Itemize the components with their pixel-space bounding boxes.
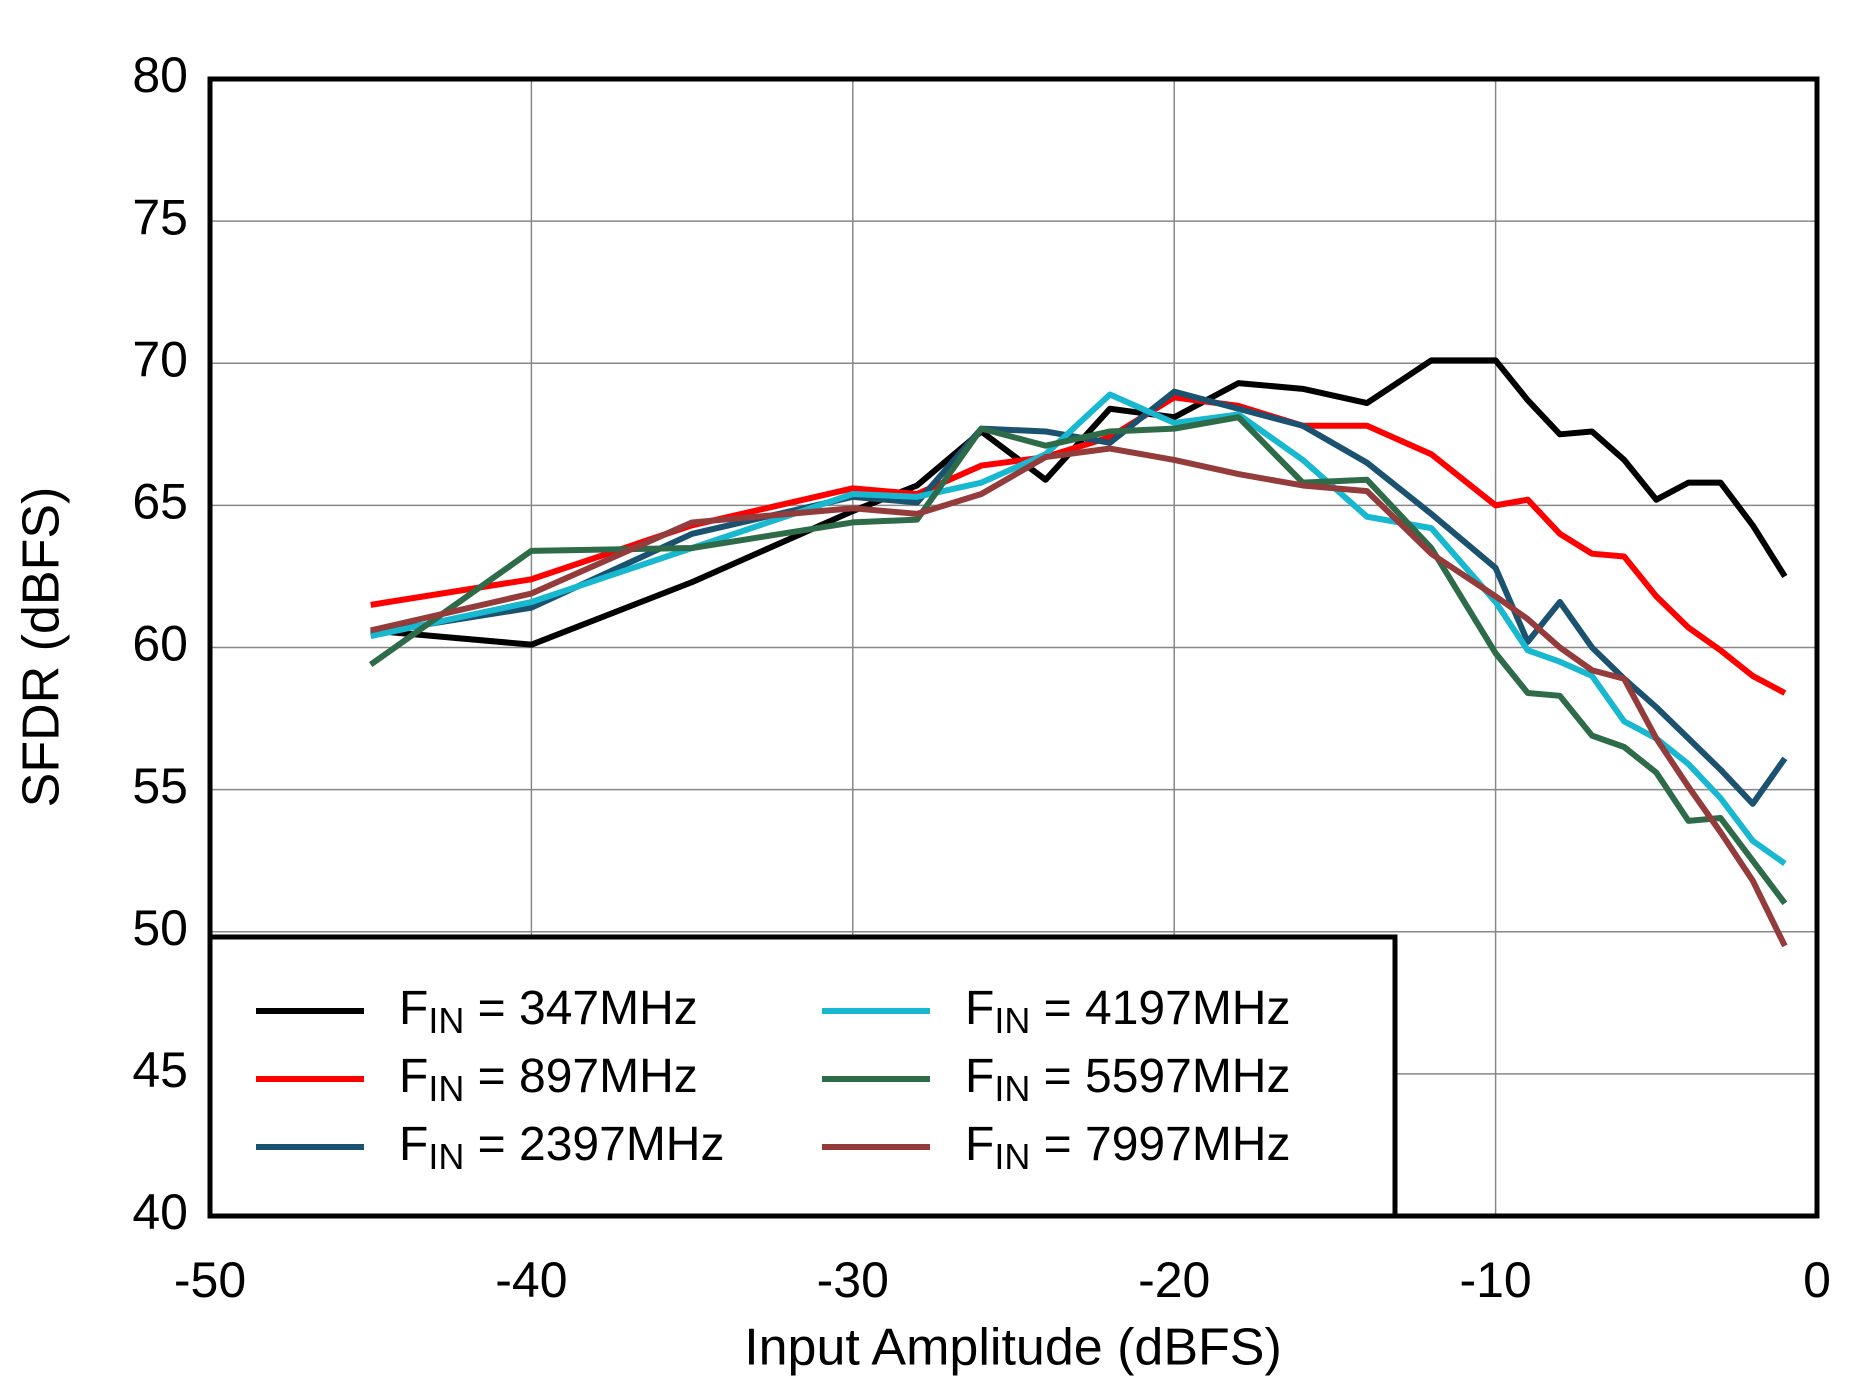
x-tick-label: -20 [1138,1252,1210,1308]
x-axis-title: Input Amplitude (dBFS) [744,1319,1282,1377]
legend-box [207,934,1398,1219]
y-tick-label: 80 [132,47,188,103]
y-tick-label: 60 [132,616,188,672]
x-tick-label: -10 [1459,1252,1531,1308]
legend-label: FIN = 7997MHz [965,1118,1290,1177]
x-tick-label: -50 [174,1252,246,1308]
legend-label: FIN = 897MHz [399,1050,698,1109]
x-tick-label: 0 [1803,1252,1831,1308]
y-tick-label: 55 [132,758,188,814]
y-tick-label: 70 [132,331,188,387]
series-line [370,445,1788,948]
y-tick-label: 40 [132,1184,188,1240]
x-tick-label: -30 [817,1252,889,1308]
legend-label: FIN = 2397MHz [399,1118,724,1177]
y-tick-label: 45 [132,1042,188,1098]
legend-label: FIN = 4197MHz [965,982,1290,1041]
y-axis-title: SFDR (dBFS) [13,487,71,808]
y-tick-label: 50 [132,900,188,956]
legend-label: FIN = 347MHz [399,982,698,1041]
series-line [370,388,1788,807]
x-tick-label: -40 [495,1252,567,1308]
series-line [370,357,1788,648]
series-line [368,414,1788,906]
y-tick-label: 75 [132,189,188,245]
legend-label: FIN = 5597MHz [965,1050,1290,1109]
series-line [370,394,1787,696]
series-line [370,391,1787,866]
y-tick-label: 65 [132,474,188,530]
